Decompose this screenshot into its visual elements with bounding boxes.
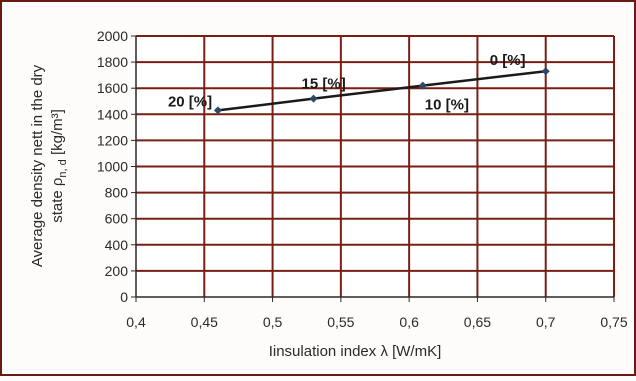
x-tick-label: 0,6 [399,314,419,330]
y-tick-label: 200 [105,263,129,279]
series-layer [213,67,550,115]
y-axis-label-line2-main: state ρ [49,178,66,223]
annotation-label: 15 [%] [302,76,346,93]
grid [136,35,615,297]
y-tick-label: 2000 [97,28,128,44]
y-axis-label-unit: [kg/m³] [49,109,66,159]
y-tick-labels: 0 200 400 600 800 1000 1200 1400 1600 1800 2000 [97,28,128,305]
y-tick-label: 1800 [97,54,128,70]
y-tick-label: 600 [105,211,129,227]
data-point [309,94,318,103]
y-tick-label: 0 [120,289,128,305]
data-point [418,81,427,90]
annotation-label: 10 [%] [425,97,469,114]
y-tick-label: 400 [105,237,129,253]
annotation-label: 20 [%] [168,93,212,110]
data-point [541,67,550,76]
x-tick-labels: 0,4 0,45 0,5 0,55 0,6 0,65 0,7 0,75 [126,314,628,330]
y-tick-label: 800 [105,185,129,201]
y-tick-label: 1200 [97,132,128,148]
y-tick-label: 1400 [97,106,128,122]
y-axis-label-subscript: n, d [57,159,69,177]
x-tick-label: 0,7 [536,314,556,330]
x-tick-label: 0,5 [263,314,283,330]
y-tick-label: 1600 [97,80,128,96]
y-tick-label: 1000 [97,159,128,175]
x-tick-label: 0,45 [191,314,218,330]
x-tick-label: 0,65 [464,314,491,330]
annotations: 20 [%] 15 [%] 10 [%] 0 [%] [168,52,526,113]
series-line [217,69,546,112]
x-tick-label: 0,4 [126,314,146,330]
x-tick-label: 0,75 [600,314,627,330]
y-axis-label: Average density nett in the dry state ρn… [29,64,69,267]
y-axis-label-line1: Average density nett in the dry [29,64,46,267]
y-axis-label-line2: state ρn, d [kg/m³] [49,109,69,223]
x-axis-label: Iinsulation index λ [W/mK] [269,343,442,360]
x-tick-label: 0,55 [327,314,354,330]
axes [131,35,615,302]
annotation-label: 0 [%] [490,52,526,69]
data-point [213,106,222,115]
